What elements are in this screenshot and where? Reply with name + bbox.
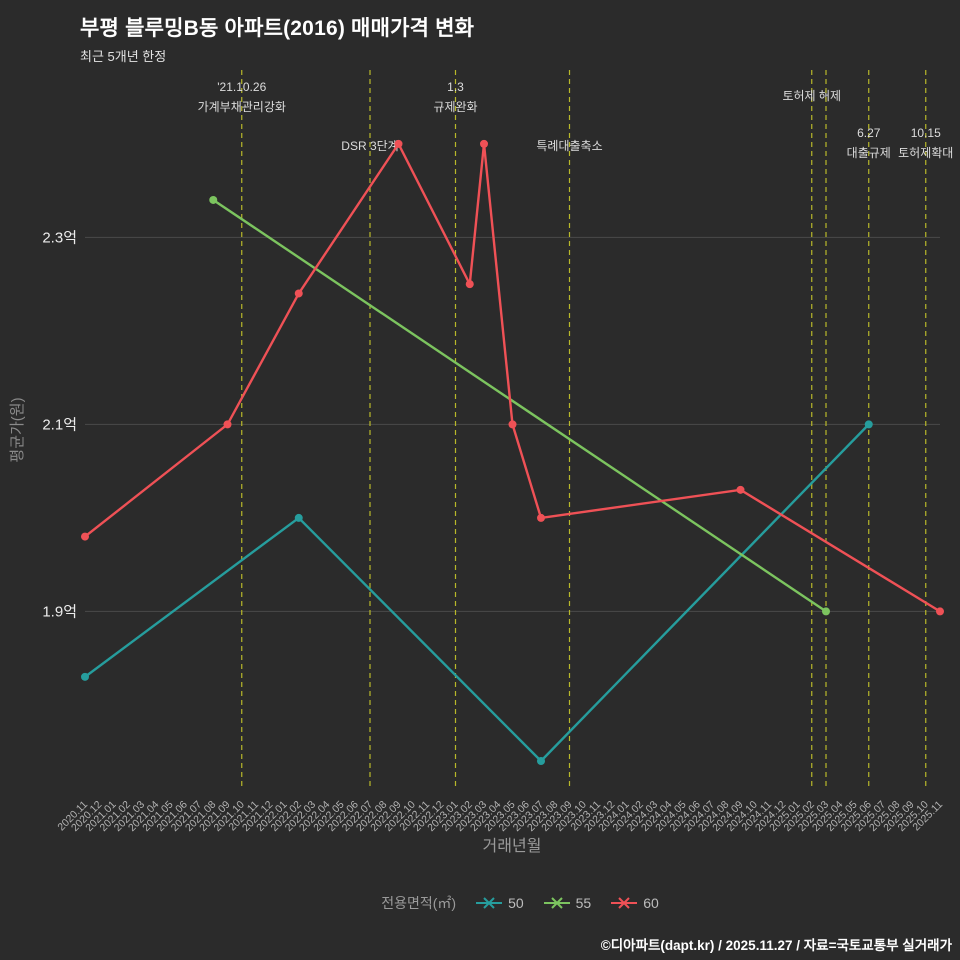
y-axis-title: 평균가(원) — [9, 397, 26, 462]
legend-items: 50 55 60 — [476, 895, 659, 911]
legend-item-label: 60 — [643, 895, 659, 911]
page-title: 부평 블루밍B동 아파트(2016) 매매가격 변화 — [80, 17, 475, 40]
legend-item-label: 50 — [508, 895, 524, 911]
event-label: DSR 3단계 — [341, 139, 398, 153]
event-label: 가계부채관리강화 — [198, 100, 286, 114]
y-tick-label: 1.9억 — [42, 603, 77, 620]
series-line-60 — [84, 141, 941, 613]
data-point-60 — [465, 280, 474, 289]
data-point-50 — [294, 513, 303, 522]
event-label: '21.10.26 — [217, 80, 266, 94]
data-point-60 — [736, 485, 745, 494]
data-point-60 — [936, 607, 944, 616]
event-label: 규제완화 — [433, 100, 477, 114]
legend-item-50[interactable]: 50 — [476, 895, 524, 911]
data-point-60 — [81, 532, 89, 541]
legend-item-label: 55 — [575, 895, 592, 911]
data-point-60 — [480, 139, 488, 148]
event-label: 6.27 — [857, 126, 881, 140]
legend-marker-icon — [543, 897, 570, 909]
y-tick-label: 2.1억 — [42, 416, 77, 433]
y-tick-label: 2.3억 — [42, 229, 77, 246]
series-line-55 — [212, 198, 827, 613]
data-point-55 — [822, 607, 830, 616]
data-point-55 — [209, 195, 218, 204]
data-point-50 — [864, 420, 873, 429]
series-line-50 — [84, 423, 870, 763]
page-subtitle: 최근 5개년 한정 — [80, 49, 167, 64]
data-point-60 — [537, 513, 545, 522]
legend-marker-icon — [476, 897, 503, 909]
event-label: 10.15 — [911, 126, 941, 140]
data-point-60 — [508, 420, 517, 429]
event-label: 토허제 해제 — [782, 89, 841, 103]
legend-title: 전용면적(㎡) — [381, 895, 457, 911]
data-point-60 — [223, 420, 232, 429]
legend-item-55[interactable]: 55 — [543, 895, 592, 911]
data-point-50 — [537, 757, 545, 766]
data-point-60 — [394, 139, 403, 148]
event-label: 대출규제 — [847, 146, 891, 160]
price-line-chart: 평균가(원) 거래년월 2.3억2.1억1.9억2020.112020.1220… — [9, 70, 953, 855]
data-point-50 — [81, 672, 89, 681]
x-axis-title: 거래년월 — [483, 837, 542, 855]
legend-marker-icon — [611, 897, 638, 909]
data-point-60 — [294, 289, 303, 298]
footer-credit: ©디아파트(dapt.kr) / 2025.11.27 / 자료=국토교통부 실… — [600, 938, 952, 953]
legend-item-60[interactable]: 60 — [611, 895, 659, 911]
event-label: 특례대출축소 — [536, 139, 602, 153]
legend: 전용면적(㎡) 50 55 60 — [40, 893, 960, 913]
event-label: 1.3 — [447, 80, 464, 94]
event-label: 토허제확대 — [898, 146, 953, 160]
